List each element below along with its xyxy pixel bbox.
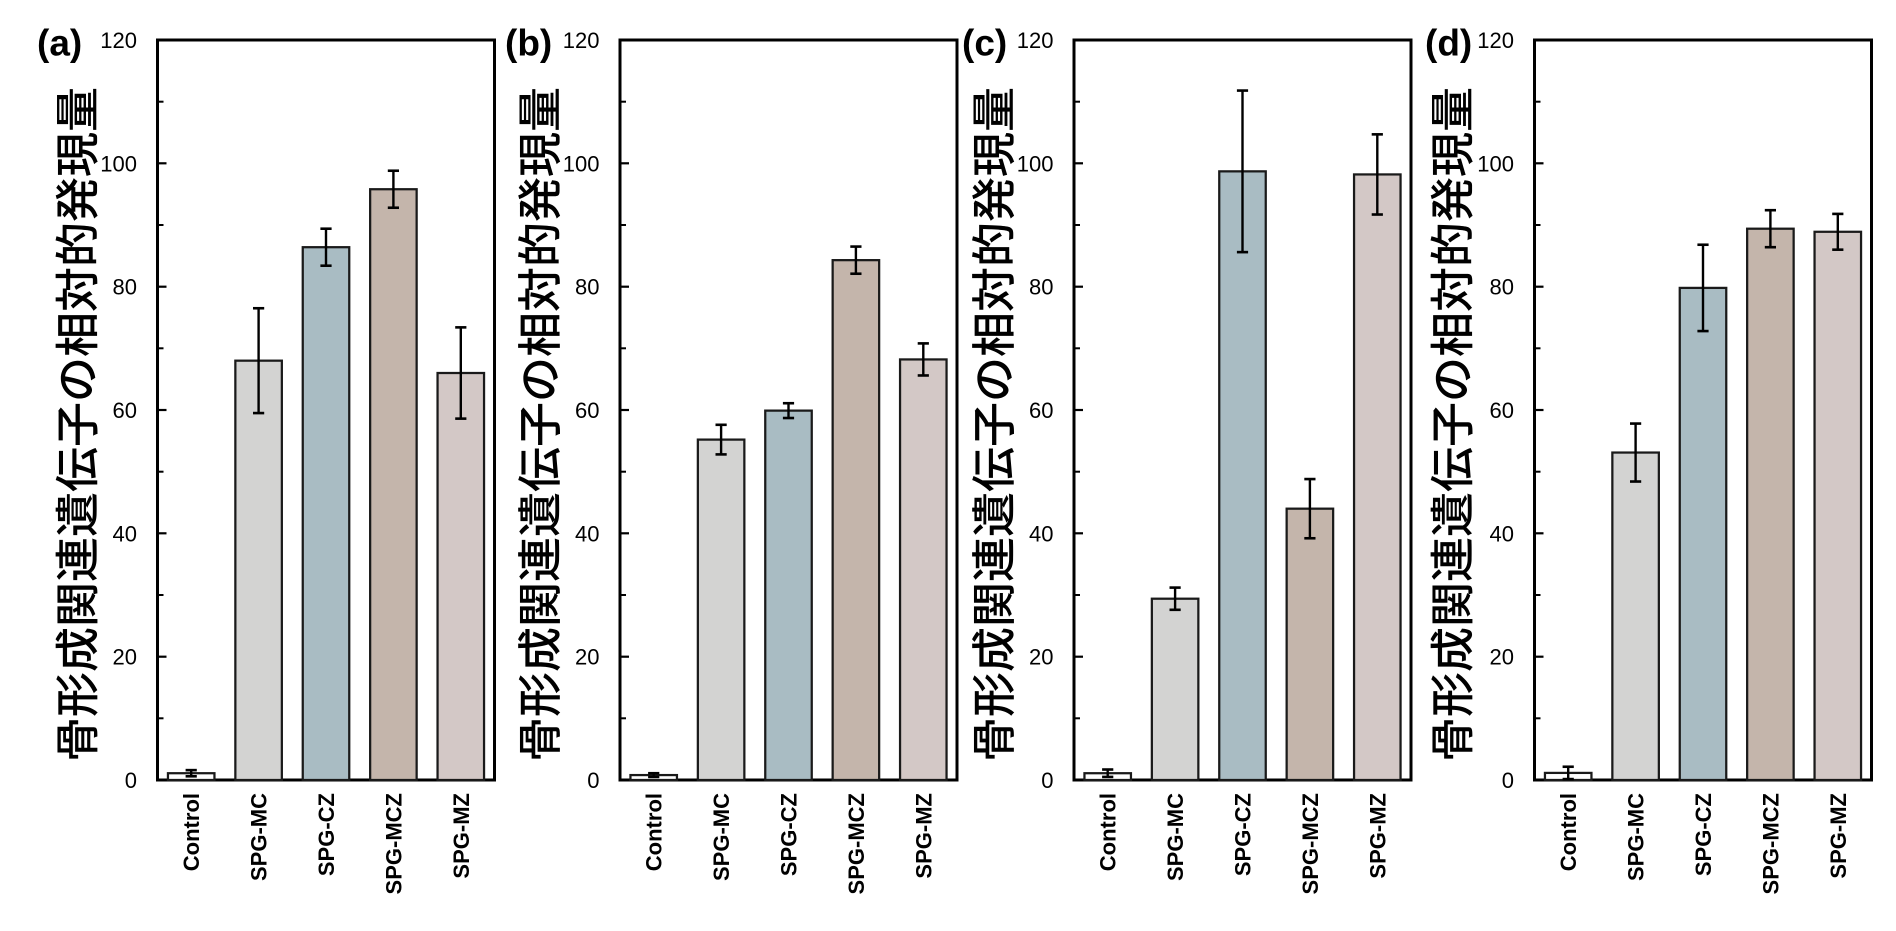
- svg-text:SPG-MZ: SPG-MZ: [911, 793, 936, 879]
- svg-text:SPG-MCZ: SPG-MCZ: [1758, 793, 1783, 894]
- svg-text:SPG-MC: SPG-MC: [1163, 793, 1188, 881]
- svg-text:(c): (c): [962, 23, 1007, 64]
- svg-text:120: 120: [1017, 28, 1054, 53]
- svg-text:SPG-MCZ: SPG-MCZ: [381, 793, 406, 894]
- svg-text:100: 100: [1477, 151, 1514, 176]
- svg-text:Control: Control: [179, 793, 204, 871]
- svg-text:80: 80: [113, 275, 137, 300]
- svg-text:60: 60: [1490, 398, 1514, 423]
- svg-text:(a): (a): [37, 23, 82, 64]
- svg-text:SPG-MZ: SPG-MZ: [1365, 793, 1390, 879]
- svg-text:(b): (b): [505, 23, 552, 64]
- svg-text:0: 0: [1041, 768, 1053, 793]
- svg-text:SPG-CZ: SPG-CZ: [1231, 793, 1256, 876]
- svg-text:80: 80: [1490, 275, 1514, 300]
- svg-text:SPG-MC: SPG-MC: [1624, 793, 1649, 881]
- svg-text:0: 0: [587, 768, 599, 793]
- svg-text:60: 60: [113, 398, 137, 423]
- svg-text:0: 0: [1502, 768, 1514, 793]
- svg-text:80: 80: [575, 275, 599, 300]
- svg-text:SPG-CZ: SPG-CZ: [314, 793, 339, 876]
- svg-text:40: 40: [113, 521, 137, 546]
- svg-text:20: 20: [1029, 645, 1053, 670]
- svg-text:0: 0: [125, 768, 137, 793]
- svg-text:80: 80: [1029, 275, 1053, 300]
- svg-text:100: 100: [1017, 151, 1054, 176]
- svg-text:20: 20: [575, 645, 599, 670]
- svg-text:SPG-MCZ: SPG-MCZ: [1298, 793, 1323, 894]
- svg-text:SPG-MCZ: SPG-MCZ: [844, 793, 869, 894]
- svg-text:Control: Control: [1556, 793, 1581, 871]
- svg-text:SPG-MC: SPG-MC: [247, 793, 272, 881]
- svg-text:SPG-MC: SPG-MC: [709, 793, 734, 881]
- svg-text:SPG-CZ: SPG-CZ: [1691, 793, 1716, 876]
- svg-text:(d): (d): [1425, 23, 1472, 64]
- svg-text:20: 20: [1490, 645, 1514, 670]
- svg-text:60: 60: [575, 398, 599, 423]
- svg-text:120: 120: [563, 28, 600, 53]
- svg-text:100: 100: [563, 151, 600, 176]
- svg-text:SPG-CZ: SPG-CZ: [777, 793, 802, 876]
- svg-text:100: 100: [100, 151, 137, 176]
- svg-text:40: 40: [1029, 521, 1053, 546]
- svg-text:SPG-MZ: SPG-MZ: [449, 793, 474, 879]
- svg-text:SPG-MZ: SPG-MZ: [1826, 793, 1851, 879]
- svg-text:20: 20: [113, 645, 137, 670]
- svg-text:Control: Control: [642, 793, 667, 871]
- svg-text:Control: Control: [1096, 793, 1121, 871]
- svg-text:120: 120: [1477, 28, 1514, 53]
- svg-text:120: 120: [100, 28, 137, 53]
- svg-text:60: 60: [1029, 398, 1053, 423]
- svg-text:40: 40: [575, 521, 599, 546]
- svg-text:40: 40: [1490, 521, 1514, 546]
